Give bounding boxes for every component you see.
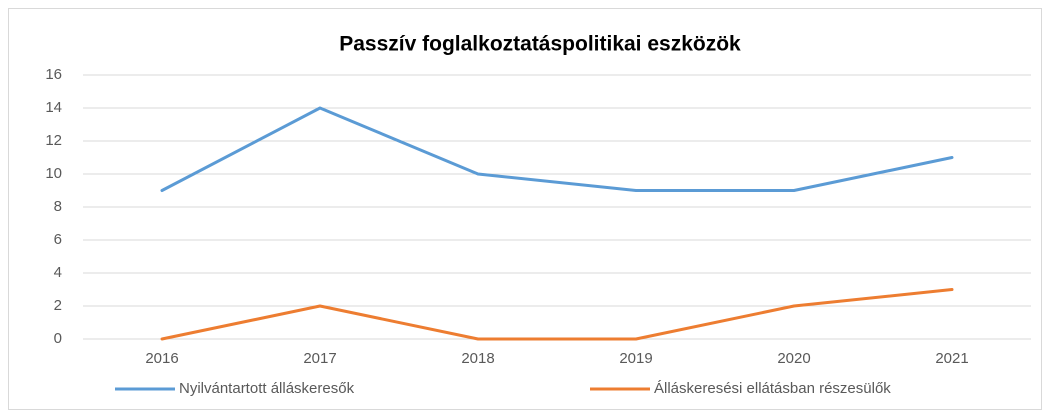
legend-label: Álláskeresési ellátásban részesülők	[654, 380, 891, 397]
y-tick-label: 10	[45, 165, 62, 182]
x-tick-label: 2018	[461, 350, 494, 367]
legend-label: Nyilvántartott álláskeresők	[179, 380, 355, 397]
y-tick-label: 6	[54, 231, 62, 248]
x-tick-label: 2019	[619, 350, 652, 367]
x-tick-label: 2020	[777, 350, 810, 367]
chart-title: Passzív foglalkoztatáspolitikai eszközök	[339, 33, 741, 56]
y-tick-label: 4	[54, 264, 62, 281]
x-tick-label: 2017	[303, 350, 336, 367]
y-tick-label: 16	[45, 66, 62, 83]
series-line	[160, 106, 954, 192]
y-tick-label: 2	[54, 297, 62, 314]
series-line	[160, 288, 954, 341]
x-tick-label: 2021	[935, 350, 968, 367]
y-tick-label: 12	[45, 132, 62, 149]
y-tick-label: 8	[54, 198, 62, 215]
y-tick-label: 14	[45, 99, 62, 116]
y-tick-label: 0	[54, 330, 62, 347]
x-tick-label: 2016	[145, 350, 178, 367]
